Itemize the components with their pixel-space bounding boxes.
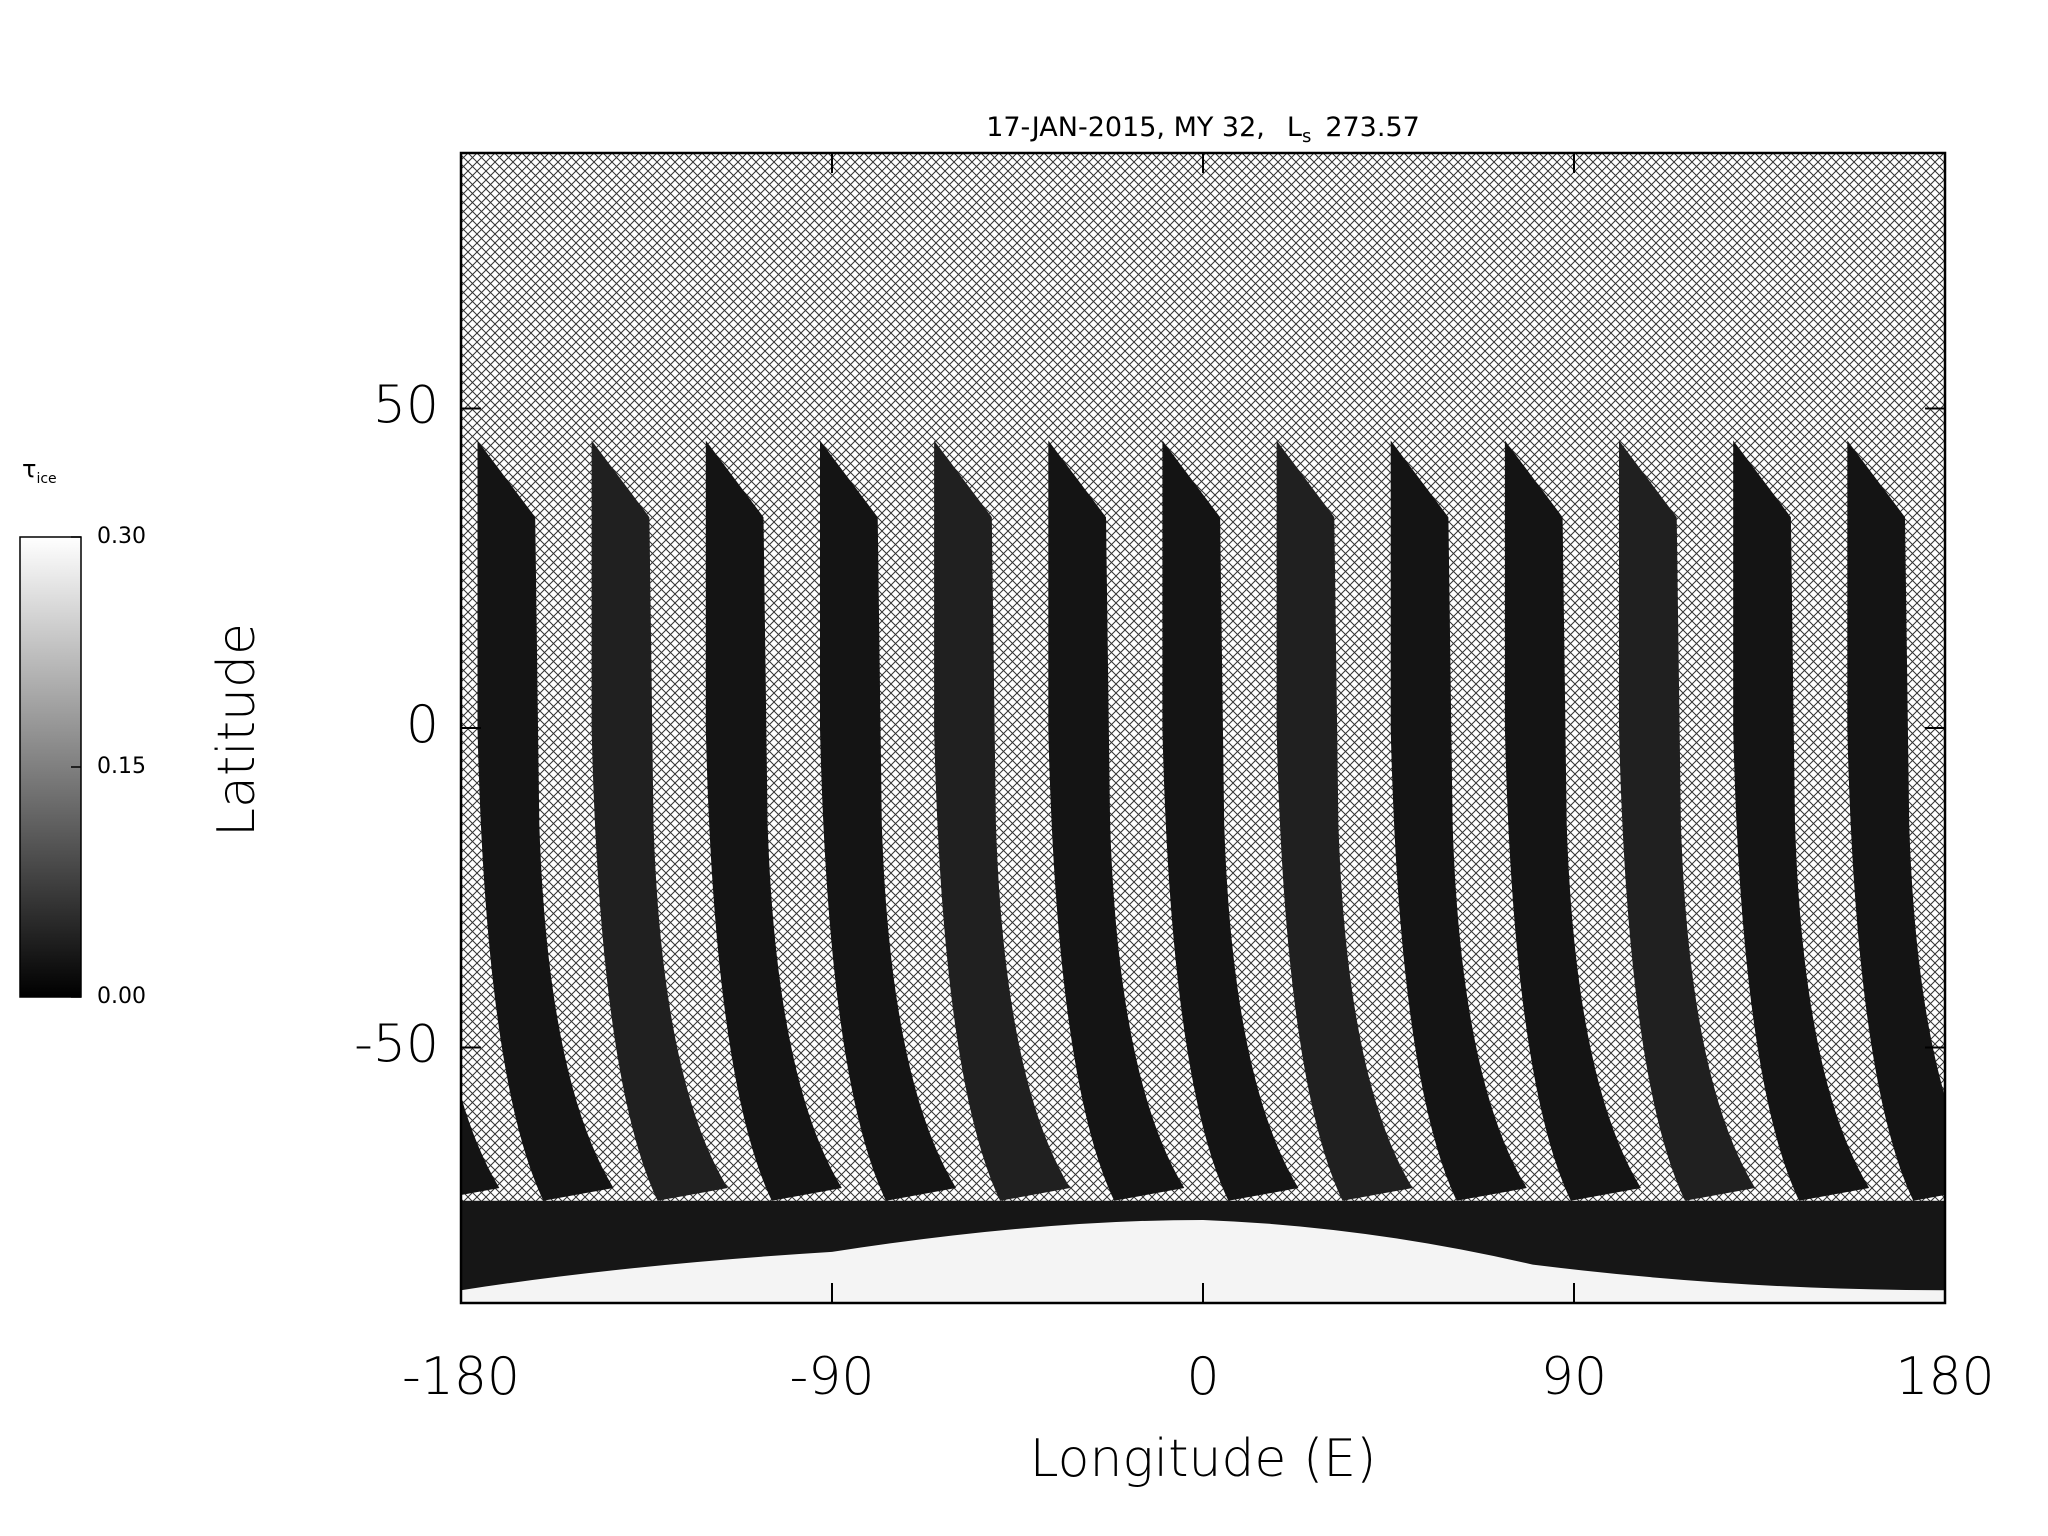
x-tick-label: 90 — [1541, 1347, 1607, 1407]
swath — [1048, 440, 1185, 1201]
swath — [461, 1096, 500, 1196]
swath — [1619, 440, 1756, 1201]
swath — [934, 440, 1071, 1201]
x-tick-label: -180 — [402, 1347, 520, 1407]
swath — [591, 440, 728, 1201]
swath — [477, 440, 614, 1201]
y-tick-label: -50 — [354, 1014, 439, 1074]
x-tick-label: 0 — [1186, 1347, 1219, 1407]
x-tick-label: -90 — [790, 1347, 875, 1407]
colorbar-tick-label: 0.15 — [97, 754, 146, 779]
swath — [1162, 440, 1299, 1201]
chart-title: 17-JAN-2015, MY 32, Ls 273.57 — [986, 112, 1420, 148]
swath — [705, 440, 842, 1201]
y-tick-label: 50 — [373, 376, 439, 436]
y-axis-label: Latitude — [207, 623, 267, 837]
map-area — [461, 153, 1945, 1303]
x-tick-label: 180 — [1895, 1347, 1994, 1407]
swath — [1733, 440, 1870, 1201]
swath — [1504, 440, 1641, 1201]
colorbar-label: τice — [22, 455, 57, 487]
swath — [1847, 440, 1945, 1201]
colorbar — [19, 536, 82, 998]
polar-cap — [461, 1219, 1945, 1303]
colorbar-tick-label: 0.30 — [97, 524, 146, 549]
y-tick-label: 0 — [406, 695, 439, 755]
x-axis-label: Longitude (E) — [1030, 1429, 1377, 1489]
swath — [820, 440, 956, 1201]
swath — [1390, 440, 1527, 1201]
colorbar-tick-label: 0.00 — [97, 984, 146, 1009]
swath — [1276, 440, 1413, 1201]
